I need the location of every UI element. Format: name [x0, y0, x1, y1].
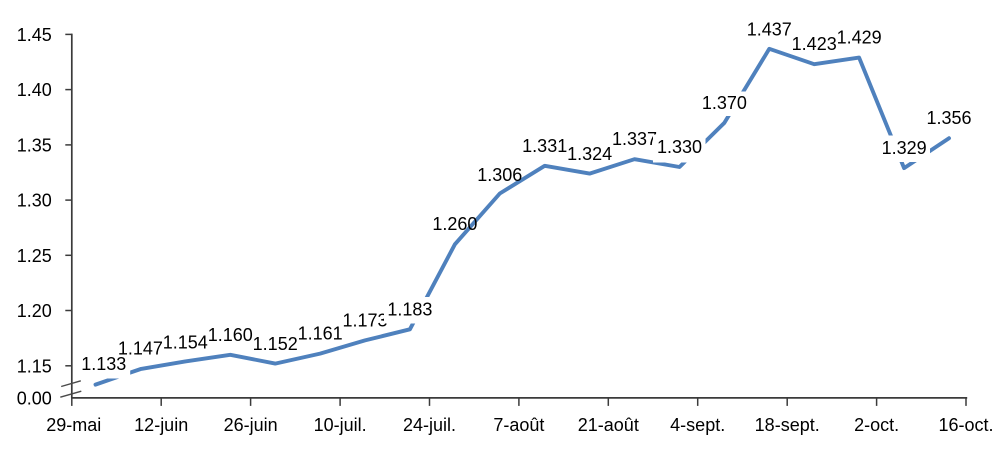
svg-text:1.40: 1.40 — [17, 80, 52, 100]
svg-text:1.337: 1.337 — [612, 129, 657, 149]
svg-text:1.45: 1.45 — [17, 25, 52, 45]
svg-text:1.160: 1.160 — [208, 325, 253, 345]
svg-text:1.20: 1.20 — [17, 301, 52, 321]
svg-text:1.133: 1.133 — [81, 354, 126, 374]
svg-text:1.429: 1.429 — [837, 28, 882, 48]
svg-text:1.183: 1.183 — [387, 299, 432, 319]
svg-text:1.147: 1.147 — [118, 339, 163, 359]
svg-text:1.30: 1.30 — [17, 191, 52, 211]
svg-text:1.324: 1.324 — [567, 144, 612, 164]
svg-text:1.152: 1.152 — [253, 334, 298, 354]
svg-text:29-mai: 29-mai — [46, 415, 101, 435]
svg-text:16-oct.: 16-oct. — [938, 415, 993, 435]
svg-text:1.161: 1.161 — [298, 324, 343, 344]
svg-text:2-oct.: 2-oct. — [854, 415, 899, 435]
svg-text:1.173: 1.173 — [342, 310, 387, 330]
svg-text:1.330: 1.330 — [657, 137, 702, 157]
svg-text:1.25: 1.25 — [17, 246, 52, 266]
svg-text:1.154: 1.154 — [163, 333, 208, 353]
svg-text:7-août: 7-août — [493, 415, 544, 435]
svg-text:4-sept.: 4-sept. — [670, 415, 725, 435]
svg-text:10-juil.: 10-juil. — [314, 415, 367, 435]
svg-text:1.370: 1.370 — [702, 93, 747, 113]
svg-text:1.356: 1.356 — [926, 108, 971, 128]
svg-text:1.331: 1.331 — [522, 136, 567, 156]
svg-text:1.306: 1.306 — [477, 165, 522, 185]
svg-text:1.437: 1.437 — [747, 19, 792, 39]
svg-text:0.00: 0.00 — [17, 388, 52, 408]
svg-text:1.15: 1.15 — [17, 356, 52, 376]
svg-text:18-sept.: 18-sept. — [755, 415, 820, 435]
svg-text:1.35: 1.35 — [17, 135, 52, 155]
svg-text:21-août: 21-août — [578, 415, 639, 435]
svg-text:1.423: 1.423 — [792, 34, 837, 54]
svg-text:12-juin: 12-juin — [134, 415, 188, 435]
svg-text:26-juin: 26-juin — [224, 415, 278, 435]
svg-text:1.329: 1.329 — [882, 138, 927, 158]
svg-text:1.260: 1.260 — [432, 214, 477, 234]
svg-text:24-juil.: 24-juil. — [403, 415, 456, 435]
